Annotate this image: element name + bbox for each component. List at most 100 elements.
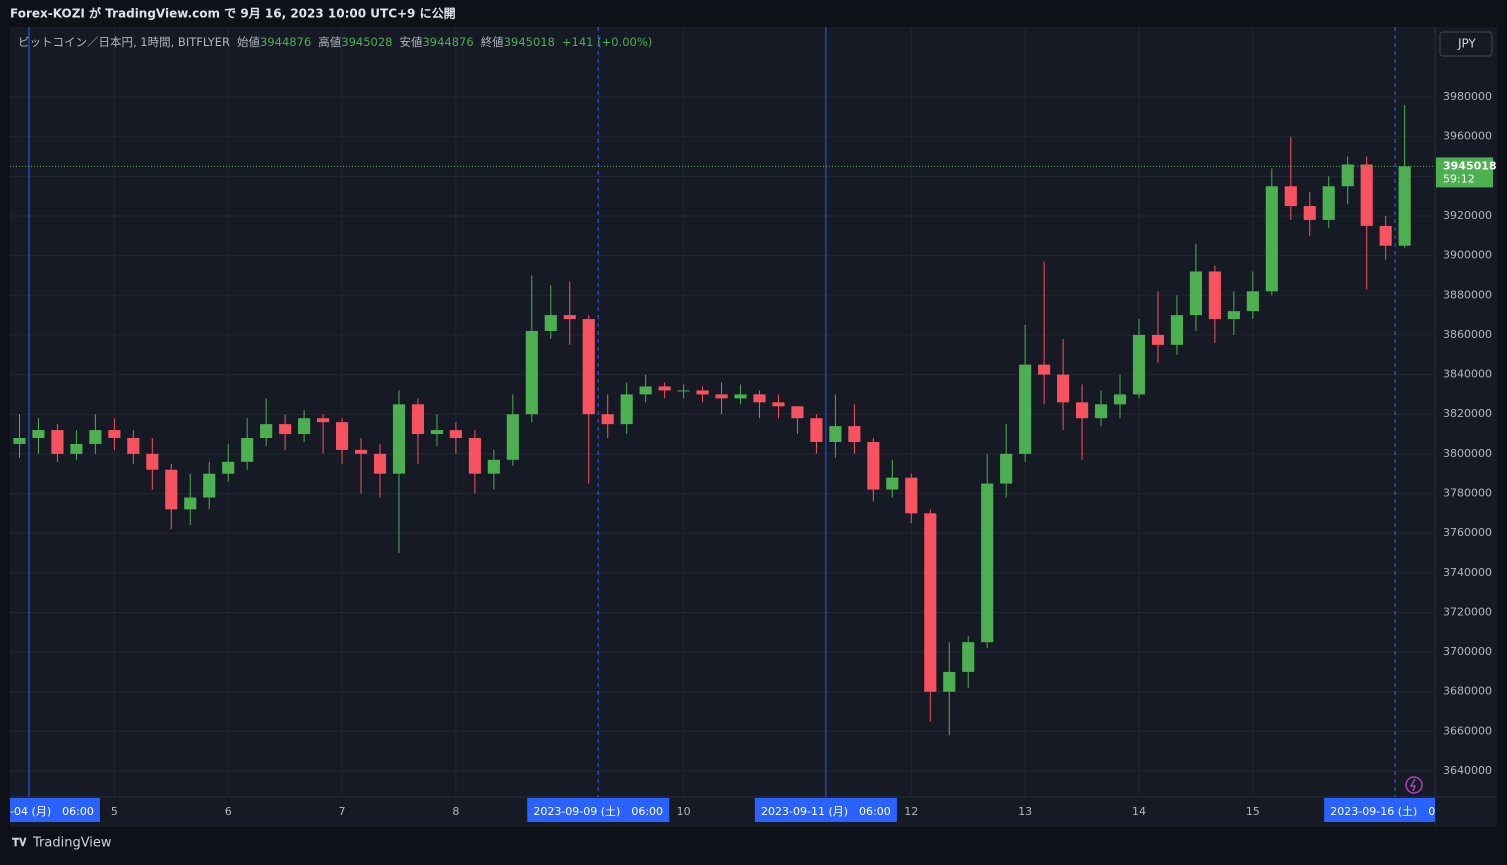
marker-label-text: 2023-09-11 (月) 06:00 [761, 805, 891, 818]
candle-body [89, 430, 102, 444]
last-price-label: 3945018 [1443, 159, 1497, 172]
marker-label-text: 2023-09-16 (土) 06:00 [1330, 805, 1460, 818]
candle-body [335, 422, 349, 450]
legend-close: 3945018 [504, 35, 555, 49]
candle-body [867, 441, 880, 490]
countdown: 59:12 [1443, 172, 1475, 185]
x-tick-label: 10 [677, 805, 691, 818]
candle-body [127, 438, 140, 454]
footer-brand: TradingView [32, 836, 112, 851]
candle-body [430, 430, 444, 435]
candle-body [1379, 225, 1392, 246]
legend-open-label: 始値 [237, 35, 260, 49]
candle-body [601, 414, 614, 425]
legend-change: +141 (+0.00%) [562, 35, 652, 49]
marker-label-bg [1324, 798, 1435, 822]
currency-label[interactable]: JPY [1457, 37, 1477, 51]
candle-body [1094, 404, 1108, 419]
candle-body [620, 394, 633, 425]
candle-body [753, 394, 766, 403]
legend-text: ビットコイン／日本円, 1時間, BITFLYER 始値3944876 高値3945… [18, 35, 652, 49]
candle-body [1360, 164, 1373, 226]
x-tick-label: 8 [452, 805, 459, 818]
candle-body [905, 477, 918, 514]
candle-body [1284, 186, 1297, 207]
candle-body [1189, 271, 1202, 316]
candle-body [468, 438, 481, 474]
marker-label: 2023-09-16 (土) 06:00 [1324, 798, 1460, 822]
lightning-icon[interactable] [1405, 776, 1423, 794]
candle-body [241, 438, 254, 462]
marker-label-bg [754, 798, 897, 822]
last-price-box [1436, 157, 1493, 188]
candle-body [184, 497, 197, 510]
legend-high-label: 高値 [318, 35, 341, 49]
legend-low: 3944876 [422, 35, 473, 49]
candle-body [298, 418, 311, 435]
candle-body [146, 453, 159, 470]
candle-body [506, 414, 519, 460]
candle-body [544, 315, 557, 331]
candle-body [848, 426, 861, 442]
candle-body [392, 404, 406, 474]
legend-symbol: ビットコイン／日本円, 1時間, BITFLYER [18, 35, 230, 49]
candles [13, 104, 1411, 736]
y-tick-label: 3720000 [1443, 605, 1492, 618]
candle-body [260, 424, 273, 439]
currency-button[interactable] [1439, 31, 1493, 57]
marker-label-text: 2023-09-09 (土) 06:00 [533, 805, 663, 818]
y-tick-label: 3760000 [1443, 526, 1492, 539]
candle-body [810, 418, 823, 442]
y-tick-label: 3800000 [1443, 447, 1492, 460]
marker-label: 2023-09-09 (土) 06:00 [527, 798, 670, 822]
candle-body [1000, 453, 1013, 484]
x-tick-label: 5 [111, 805, 118, 818]
marker-label-text: 2023-09-04 (月) 06:00 [0, 805, 94, 818]
lightning-bolt [1409, 778, 1417, 792]
candle-body [13, 438, 26, 444]
candle-body [1303, 206, 1316, 220]
candle-body [734, 394, 747, 399]
y-tick-label: 3900000 [1443, 249, 1492, 262]
y-tick-label: 3840000 [1443, 368, 1492, 381]
y-tick-label: 3860000 [1443, 328, 1492, 341]
candle-body [373, 453, 387, 474]
x-tick-label: 14 [1132, 805, 1146, 818]
candle-body [108, 430, 121, 439]
x-tick-label: 7 [339, 805, 346, 818]
candle-body [1398, 166, 1411, 246]
candle-body [677, 390, 690, 392]
candle-body [1341, 164, 1354, 187]
candle-body [1246, 291, 1259, 312]
marker-label: 2023-09-04 (月) 06:00 [0, 798, 100, 822]
y-tick-label: 3980000 [1443, 90, 1492, 103]
candle-body [658, 386, 671, 391]
legend: ビットコイン／日本円, 1時間, BITFLYER 始値3944876 高値3945… [18, 35, 652, 49]
candle-body [1019, 364, 1032, 454]
y-tick-label: 3700000 [1443, 645, 1492, 658]
candle-body [1227, 311, 1240, 320]
candle-body [411, 404, 425, 435]
marker-label-bg [527, 798, 670, 822]
tv-logo: 𝐓𝐕 [12, 836, 27, 849]
candle-body [924, 513, 937, 692]
candle-body [563, 315, 576, 320]
chart-panel [10, 27, 1497, 827]
candle-body [1132, 334, 1146, 395]
x-tick-label: 12 [904, 805, 918, 818]
candle-body [222, 461, 235, 474]
y-tick-label: 3780000 [1443, 487, 1492, 500]
candle-body [715, 394, 728, 399]
candle-body [1208, 271, 1221, 320]
candle-body [791, 406, 804, 419]
legend-close-label: 終値 [481, 35, 504, 49]
publish-title: Forex-KOZI が TradingView.com で 9月 16, 20… [10, 6, 456, 21]
candle-body [1151, 334, 1165, 345]
candle-body [487, 459, 500, 474]
candle-body [1057, 374, 1070, 403]
legend-open: 3944876 [260, 35, 311, 49]
y-tick-label: 3920000 [1443, 209, 1492, 222]
candle-body [886, 477, 899, 490]
legend-high: 3945028 [341, 35, 392, 49]
